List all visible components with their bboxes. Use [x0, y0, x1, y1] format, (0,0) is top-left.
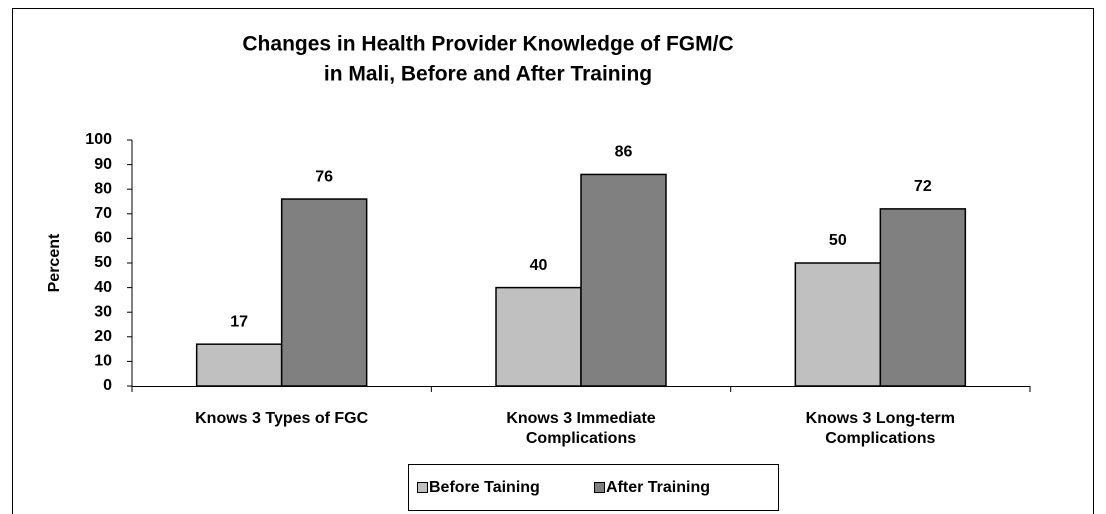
data-label: 50	[829, 232, 847, 249]
bar	[195, 343, 283, 387]
bar	[794, 262, 882, 387]
data-label: 72	[914, 178, 932, 195]
legend	[408, 464, 779, 511]
y-tick-label: 30	[94, 303, 112, 320]
legend-label: Before Taining	[429, 479, 540, 496]
y-tick-label: 0	[103, 377, 112, 394]
chart-title: Changes in Health Provider Knowledge of …	[242, 33, 733, 56]
y-tick-label: 40	[94, 279, 112, 296]
bar	[879, 208, 967, 387]
chart-subtitle: in Mali, Before and After Training	[324, 63, 652, 86]
y-tick-label: 50	[94, 254, 112, 271]
data-label: 40	[530, 257, 548, 274]
bar	[495, 286, 582, 387]
y-tick-label: 100	[85, 131, 112, 148]
y-tick-label: 20	[94, 328, 112, 345]
chart-border	[12, 8, 1094, 514]
legend-label: After Training	[606, 479, 710, 496]
y-tick-label: 90	[94, 156, 112, 173]
y-tick-label: 70	[94, 205, 112, 222]
x-tick-label: Knows 3 Immediate Complications	[506, 410, 656, 447]
data-label: 17	[230, 313, 248, 330]
legend-swatch	[417, 482, 428, 493]
bar	[280, 198, 368, 387]
data-label: 86	[615, 144, 633, 161]
data-label: 76	[315, 168, 333, 185]
y-tick-label: 80	[94, 180, 112, 197]
y-tick-label: 60	[94, 230, 112, 247]
x-tick-label: Knows 3 Long-term Complications	[805, 410, 955, 447]
y-tick-label: 10	[94, 353, 112, 370]
bar	[580, 173, 667, 387]
x-tick-label: Knows 3 Types of FGC	[195, 410, 369, 427]
legend-swatch	[594, 482, 605, 493]
y-axis-label: Percent	[46, 233, 63, 292]
